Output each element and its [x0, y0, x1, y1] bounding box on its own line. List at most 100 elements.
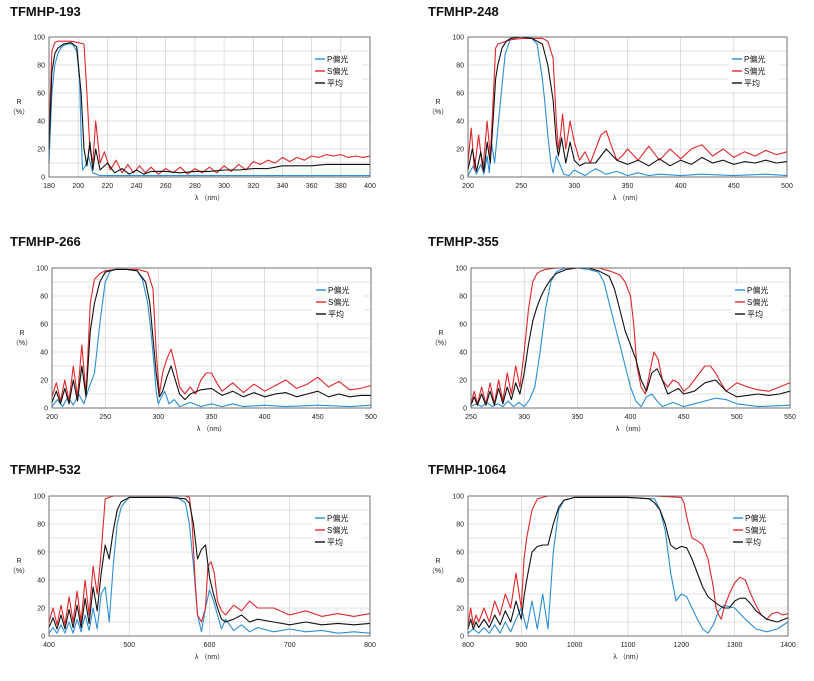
x-tick-label: 240: [131, 183, 143, 190]
x-tick-label: 1100: [620, 642, 635, 649]
x-tick-label: 800: [364, 642, 376, 649]
chart-title: TFMHP-355: [428, 234, 499, 249]
x-tick-label: 360: [306, 183, 318, 190]
chart-tfmhp-193: TFMHP-193 0 20 40 60 80 100 180 200 220 240 260 280 3…: [9, 4, 376, 202]
y-axis-unit: （%）: [9, 108, 29, 116]
series-line-avg: [51, 268, 371, 405]
plot-frame: [51, 267, 372, 409]
plot-frame: [48, 36, 371, 178]
x-tick-label: 340: [277, 183, 289, 190]
x-axis-label: λ （nm）: [197, 425, 226, 433]
chart-title: TFMHP-532: [10, 462, 81, 477]
y-tick-label: 60: [459, 322, 467, 329]
series-line-s: [51, 268, 372, 402]
x-axis-label: λ （nm）: [613, 194, 642, 202]
x-tick-label: 400: [364, 183, 376, 190]
x-tick-label: 200: [72, 183, 84, 190]
legend-label-p: P偏光: [744, 54, 765, 64]
x-tick-label: 500: [781, 183, 793, 190]
y-tick-label: 20: [37, 606, 45, 613]
x-tick-label: 450: [728, 183, 740, 190]
x-tick-label: 500: [123, 642, 135, 649]
y-tick-label: 40: [37, 119, 45, 126]
chart-tfmhp-266: TFMHP-266 0 20 40 60 80 100 200 250 300 350 400 450 5…: [10, 234, 377, 433]
x-tick-label: 400: [259, 414, 271, 421]
y-tick-label: 80: [40, 294, 48, 301]
y-tick-label: 20: [40, 378, 48, 385]
series-line-p: [470, 267, 791, 408]
x-axis-label: λ （nm）: [613, 653, 642, 661]
plot-frame: [48, 495, 371, 637]
x-tick-label: 250: [465, 414, 477, 421]
y-tick-label: 80: [37, 522, 45, 529]
y-tick-label: 80: [37, 63, 45, 70]
y-axis-label: R: [435, 558, 440, 565]
series-line-avg: [48, 496, 371, 630]
plot-frame: [467, 495, 789, 637]
x-tick-label: 550: [784, 414, 796, 421]
series-line-s: [467, 37, 788, 171]
x-axis-label: λ （nm）: [616, 425, 645, 433]
x-tick-label: 400: [43, 642, 55, 649]
series-line-s: [470, 267, 791, 405]
y-tick-label: 40: [456, 578, 464, 585]
x-tick-label: 220: [102, 183, 114, 190]
y-tick-label: 60: [456, 91, 464, 98]
x-tick-label: 300: [518, 414, 530, 421]
legend-label-p: P偏光: [747, 285, 768, 295]
x-tick-label: 1000: [567, 642, 583, 649]
y-axis-unit: （%）: [428, 567, 448, 575]
x-tick-label: 1200: [674, 642, 690, 649]
legend-label-s: S偏光: [328, 297, 349, 307]
y-tick-label: 20: [456, 147, 464, 154]
x-tick-label: 350: [622, 183, 634, 190]
chart-tfmhp-532: TFMHP-532 0 20 40 60 80 100 400 500 600 700 800 R （%）…: [9, 462, 376, 661]
series-line-s: [467, 495, 789, 626]
y-tick-label: 80: [456, 522, 464, 529]
legend-label-avg: 平均: [747, 309, 763, 319]
x-axis-label: λ （nm）: [195, 194, 224, 202]
legend-label-s: S偏光: [747, 297, 768, 307]
x-tick-label: 300: [218, 183, 230, 190]
x-tick-label: 320: [247, 183, 259, 190]
y-axis-unit: （%）: [12, 339, 32, 347]
y-axis-label: R: [438, 330, 443, 337]
legend-label-s: S偏光: [745, 525, 766, 535]
legend-label-avg: 平均: [745, 537, 761, 547]
legend-label-avg: 平均: [744, 78, 760, 88]
y-axis-label: R: [19, 330, 24, 337]
legend-label-p: P偏光: [327, 54, 348, 64]
x-tick-label: 1300: [727, 642, 743, 649]
x-axis-label: λ （nm）: [195, 653, 224, 661]
y-axis-label: R: [435, 99, 440, 106]
chart-title: TFMHP-1064: [428, 462, 507, 477]
chart-tfmhp-248: TFMHP-248 0 20 40 60 80 100 200 250 300 350 400 450 5…: [428, 4, 793, 202]
legend-label-s: S偏光: [327, 66, 348, 76]
x-tick-label: 350: [206, 414, 218, 421]
chart-title: TFMHP-248: [428, 4, 499, 19]
x-tick-label: 500: [365, 414, 377, 421]
y-tick-label: 40: [40, 350, 48, 357]
y-tick-label: 60: [37, 91, 45, 98]
x-tick-label: 380: [335, 183, 347, 190]
x-tick-label: 500: [731, 414, 743, 421]
series-line-avg: [470, 267, 791, 406]
series-line-p: [51, 268, 372, 408]
y-tick-label: 100: [33, 494, 45, 501]
y-tick-label: 80: [456, 63, 464, 70]
x-tick-label: 200: [462, 183, 474, 190]
series-line-avg: [467, 496, 789, 630]
x-tick-label: 250: [99, 414, 111, 421]
y-tick-label: 100: [455, 266, 467, 273]
x-tick-label: 280: [189, 183, 201, 190]
y-axis-unit: （%）: [428, 108, 448, 116]
x-tick-label: 700: [284, 642, 296, 649]
y-tick-label: 100: [33, 35, 45, 42]
x-tick-label: 300: [568, 183, 580, 190]
y-tick-label: 40: [456, 119, 464, 126]
y-axis-unit: （%）: [431, 339, 451, 347]
x-tick-label: 400: [625, 414, 637, 421]
y-tick-label: 0: [463, 406, 467, 413]
series-line-s: [48, 495, 371, 626]
